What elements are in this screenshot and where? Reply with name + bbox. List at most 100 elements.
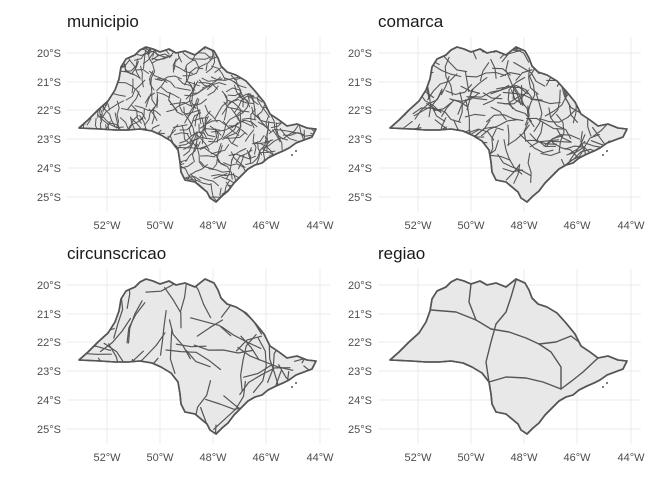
division-boundary (224, 279, 232, 296)
division-boundary (222, 132, 236, 140)
division-boundary (433, 185, 468, 202)
division-boundary (497, 153, 531, 176)
division-boundary (178, 98, 189, 116)
division-boundary (466, 71, 506, 78)
division-boundaries (430, 279, 599, 390)
division-boundary (544, 85, 568, 117)
lat-tick-label: 23°S (37, 366, 61, 378)
division-boundary (244, 129, 255, 142)
lon-tick-label: 50°W (457, 452, 485, 464)
lon-tick-label: 50°W (146, 452, 174, 464)
division-boundary (206, 82, 227, 90)
division-boundary (390, 127, 422, 150)
division-boundary (101, 59, 105, 88)
division-boundary (228, 153, 257, 160)
division-boundary (127, 91, 140, 110)
division-boundary (147, 132, 158, 160)
division-boundary (90, 172, 103, 191)
state-map (61, 46, 317, 203)
division-boundary (225, 47, 233, 55)
division-boundary (143, 47, 152, 55)
division-boundary (257, 121, 270, 131)
lon-tick-label: 44°W (306, 452, 334, 464)
division-boundary (490, 86, 529, 95)
division-boundary (159, 406, 181, 430)
division-boundary (127, 390, 149, 414)
division-boundary (221, 94, 242, 115)
division-boundary (610, 49, 627, 59)
division-boundary (239, 367, 291, 396)
division-boundary (390, 147, 399, 167)
division-boundary (184, 97, 198, 124)
division-boundary (240, 192, 260, 202)
division-boundary (79, 113, 86, 125)
division-boundary (185, 65, 194, 93)
state-outline (389, 46, 628, 203)
division-boundary (445, 162, 466, 169)
lat-tick-labels: 20°S 21°S 22°S 23°S 24°S 25°S (37, 48, 61, 204)
division-boundary (97, 399, 151, 429)
division-boundary (512, 85, 522, 106)
division-boundary (86, 172, 101, 177)
division-boundary (240, 93, 254, 98)
division-boundary (179, 124, 193, 131)
division-boundary (195, 132, 198, 148)
division-boundary (285, 86, 308, 103)
division-boundary (505, 60, 515, 100)
division-boundary (290, 147, 312, 152)
division-boundary (270, 114, 283, 140)
division-boundary (199, 109, 202, 125)
division-boundary (123, 129, 144, 137)
division-boundary (188, 112, 202, 137)
division-boundary (485, 323, 497, 383)
division-boundary (286, 47, 300, 51)
division-boundary (109, 144, 130, 163)
division-boundary (403, 130, 429, 159)
division-boundary (252, 135, 265, 144)
division-boundary (281, 195, 296, 202)
division-boundary (507, 124, 530, 146)
lat-tick-label: 25°S (348, 424, 372, 436)
division-boundary (116, 47, 121, 52)
division-boundary (159, 150, 174, 156)
island (602, 154, 604, 156)
division-boundary (100, 62, 111, 88)
division-boundary (236, 112, 242, 133)
division-boundary (117, 150, 127, 162)
division-boundary (61, 133, 77, 156)
division-boundary (79, 144, 87, 148)
division-boundary (220, 326, 262, 349)
division-boundary (257, 92, 270, 118)
division-boundary (133, 47, 148, 61)
division-boundary (108, 144, 120, 155)
division-boundary (451, 183, 458, 202)
state-map (78, 278, 317, 435)
division-boundary (548, 107, 572, 140)
lon-tick-labels: 52°W 50°W 48°W 46°W 44°W (93, 220, 334, 232)
division-boundary (272, 62, 280, 91)
map-panel-municipio: municipio 20°S 21°S 22°S 23°S 24°S 25°S 52°W 5… (0, 0, 336, 240)
division-boundary (227, 92, 242, 97)
panel-title: circunscricao (67, 244, 167, 263)
division-boundary (164, 287, 182, 329)
division-boundary (535, 122, 544, 143)
division-boundary (479, 62, 490, 82)
division-boundary (156, 79, 167, 92)
division-boundary (115, 100, 120, 129)
division-boundary (252, 133, 257, 155)
division-boundary (390, 47, 401, 50)
division-boundary (153, 186, 159, 201)
division-boundary (439, 183, 463, 202)
division-boundary (492, 67, 511, 76)
division-boundary (245, 194, 250, 202)
division-boundary (146, 49, 168, 58)
division-boundary (236, 199, 255, 202)
lat-tick-label: 23°S (37, 134, 61, 146)
division-boundary (107, 172, 120, 191)
division-boundary (507, 124, 510, 146)
division-boundary (390, 88, 406, 116)
division-boundary (251, 169, 272, 176)
division-boundary (224, 57, 236, 68)
division-boundary (125, 142, 147, 148)
division-boundary (279, 175, 294, 182)
